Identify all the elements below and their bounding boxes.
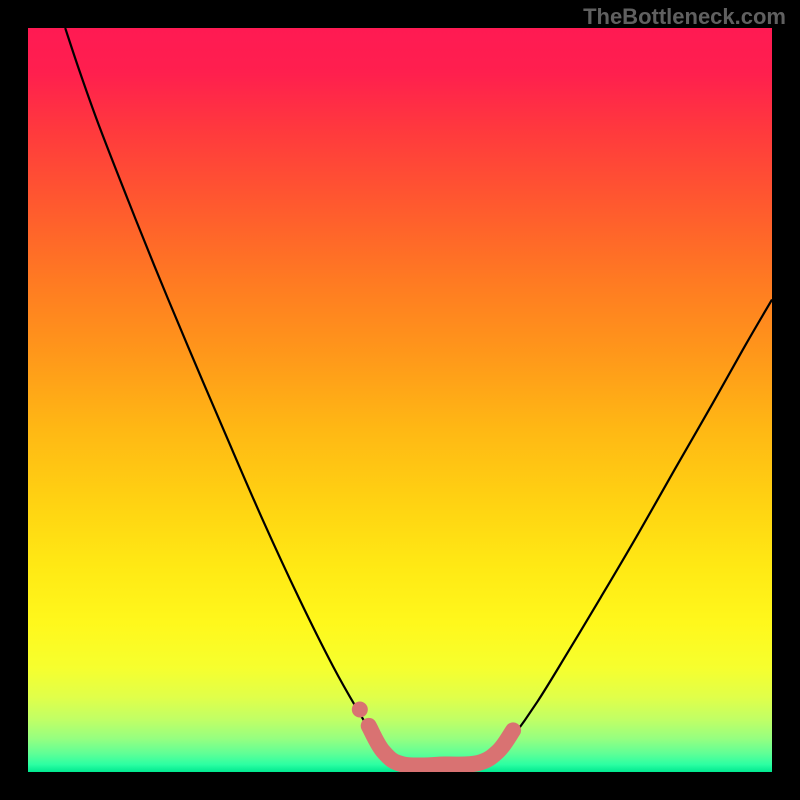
optimal-range-marker-dot — [352, 702, 368, 718]
watermark-text: TheBottleneck.com — [583, 4, 786, 30]
optimal-range-highlight — [369, 726, 513, 766]
chart-svg-layer — [28, 28, 772, 772]
curve-right-branch — [482, 300, 772, 769]
curve-left-branch — [65, 28, 404, 769]
bottleneck-chart — [28, 28, 772, 772]
